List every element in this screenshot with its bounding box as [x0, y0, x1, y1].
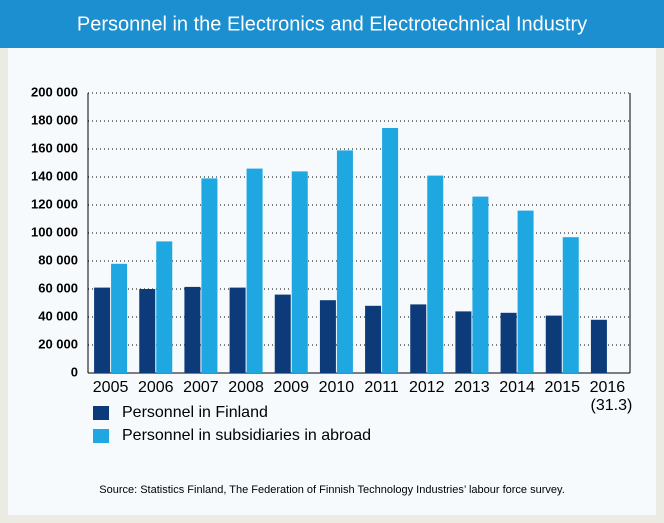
- x-tick-label: 2016: [590, 379, 626, 396]
- bar: [336, 150, 353, 373]
- header: [0, 0, 664, 48]
- bar: [455, 311, 472, 373]
- legend-label: Personnel in subsidiaries in abroad: [122, 427, 371, 444]
- bar: [382, 128, 399, 373]
- legend-label: Personnel in Finland: [122, 404, 268, 421]
- bar: [365, 305, 382, 373]
- y-tick-label: 60 000: [38, 280, 78, 295]
- bar: [319, 300, 336, 373]
- bar: [274, 294, 291, 373]
- legend-swatch: [93, 406, 109, 420]
- bar: [139, 289, 156, 373]
- panel: [8, 48, 656, 515]
- x-tick-label: 2011: [364, 379, 399, 396]
- bar: [517, 210, 534, 373]
- x-tick-label: 2008: [228, 379, 264, 396]
- y-tick-label: 80 000: [38, 252, 78, 267]
- x-tick-label: 2014: [499, 379, 535, 396]
- y-tick-label: 20 000: [38, 336, 78, 351]
- source: Source: Statistics Finland, The Federati…: [99, 484, 565, 496]
- bar: [94, 287, 111, 373]
- bar: [229, 287, 246, 373]
- bar: [500, 312, 517, 373]
- y-tick-label: 180 000: [31, 112, 78, 127]
- x-tick-label: 2015: [544, 379, 580, 396]
- x-tick-label: 2013: [454, 379, 490, 396]
- bar: [545, 315, 562, 373]
- bar: [291, 171, 308, 373]
- y-tick-label: 0: [71, 364, 78, 379]
- bar: [590, 319, 607, 373]
- x-tick-label: 2012: [409, 379, 445, 396]
- bar: [156, 241, 173, 373]
- bar: [427, 175, 444, 373]
- x-tick-label: 2006: [138, 379, 174, 396]
- y-tick-label: 160 000: [31, 140, 78, 155]
- x-tick-label: 2009: [273, 379, 309, 396]
- chart-title: Personnel in the Electronics and Electro…: [77, 13, 587, 35]
- x-tick-label: 2007: [183, 379, 219, 396]
- bar: [410, 304, 427, 373]
- bar: [562, 237, 579, 373]
- bar: [111, 263, 128, 373]
- category-note: (31.3): [591, 397, 633, 414]
- x-tick-label: 2005: [93, 379, 129, 396]
- x-tick-label: 2010: [319, 379, 355, 396]
- y-tick-label: 40 000: [38, 308, 78, 323]
- y-tick-label: 140 000: [31, 168, 78, 183]
- bar: [472, 196, 489, 373]
- y-tick-label: 100 000: [31, 224, 78, 239]
- legend-swatch: [93, 429, 109, 443]
- y-tick-label: 200 000: [31, 84, 78, 99]
- bar: [201, 178, 218, 373]
- bar: [184, 286, 201, 373]
- y-tick-label: 120 000: [31, 196, 78, 211]
- bar: [246, 168, 263, 373]
